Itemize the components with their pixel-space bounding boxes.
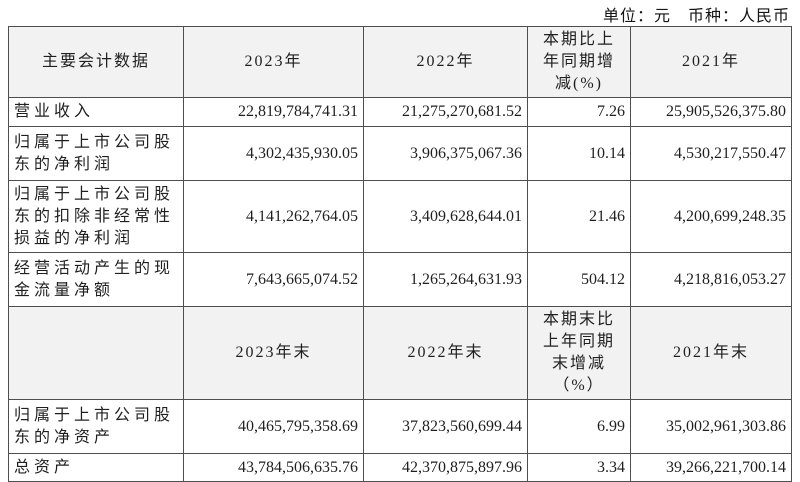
column-header-2023: 2023年	[183, 26, 364, 98]
table-header-row-period-end: 2023年末 2022年末 本期末比 上年同期 末增减 （%） 2021年末	[8, 306, 792, 400]
table-row-net-profit-excl-nonrecurring: 归属于上市公司股东的扣除非经常性损益的净利润 4,141,262,764.05 …	[8, 180, 792, 253]
row-label: 归属于上市公司股东的净资产	[8, 399, 184, 454]
table-row-net-assets: 归属于上市公司股东的净资产 40,465,795,358.69 37,823,5…	[8, 399, 792, 454]
value-2021: 35,002,961,303.86	[630, 399, 792, 454]
column-header-2022-end: 2022年末	[363, 306, 528, 400]
row-label: 总资产	[8, 453, 184, 482]
column-header-blank	[8, 306, 184, 400]
value-2022: 37,823,560,699.44	[363, 399, 528, 454]
value-yoy: 21.46	[527, 180, 631, 253]
column-header-2022: 2022年	[363, 26, 528, 98]
value-2022: 42,370,875,897.96	[363, 453, 528, 482]
value-2023: 4,302,435,930.05	[183, 126, 364, 181]
table-row-operating-cash-flow: 经营活动产生的现金流量净额 7,643,665,074.52 1,265,264…	[8, 252, 792, 307]
row-label: 经营活动产生的现金流量净额	[8, 252, 184, 307]
value-2021: 39,266,221,700.14	[630, 453, 792, 482]
column-header-2021-end: 2021年末	[630, 306, 792, 400]
value-2022: 21,275,270,681.52	[363, 97, 528, 127]
value-2023: 7,643,665,074.52	[183, 252, 364, 307]
table-row-net-profit: 归属于上市公司股东的净利润 4,302,435,930.05 3,906,375…	[8, 126, 792, 181]
value-2021: 25,905,526,375.80	[630, 97, 792, 127]
value-yoy: 7.26	[527, 97, 631, 127]
column-header-2021: 2021年	[630, 26, 792, 98]
table-row-total-assets: 总资产 43,784,506,635.76 42,370,875,897.96 …	[8, 453, 792, 482]
value-2021: 4,530,217,550.47	[630, 126, 792, 181]
value-yoy: 6.99	[527, 399, 631, 454]
table-header-row-annual: 主要会计数据 2023年 2022年 本期比上 年同期增 减(%) 2021年	[8, 26, 792, 98]
column-header-2023-end: 2023年末	[183, 306, 364, 400]
value-2023: 43,784,506,635.76	[183, 453, 364, 482]
key-accounting-data-table: 主要会计数据 2023年 2022年 本期比上 年同期增 减(%) 2021年 …	[8, 26, 792, 482]
table-row-revenue: 营业收入 22,819,784,741.31 21,275,270,681.52…	[8, 97, 792, 127]
value-yoy: 504.12	[527, 252, 631, 307]
value-2021: 4,218,816,053.27	[630, 252, 792, 307]
value-2021: 4,200,699,248.35	[630, 180, 792, 253]
value-2023: 22,819,784,741.31	[183, 97, 364, 127]
value-yoy: 10.14	[527, 126, 631, 181]
value-2022: 1,265,264,631.93	[363, 252, 528, 307]
row-label: 营业收入	[8, 97, 184, 127]
value-2023: 4,141,262,764.05	[183, 180, 364, 253]
value-yoy: 3.34	[527, 453, 631, 482]
column-header-metric: 主要会计数据	[8, 26, 184, 98]
column-header-period-end-change: 本期末比 上年同期 末增减 （%）	[527, 306, 631, 400]
row-label: 归属于上市公司股东的净利润	[8, 126, 184, 181]
unit-currency-note: 单位：元 币种：人民币	[602, 8, 790, 25]
value-2023: 40,465,795,358.69	[183, 399, 364, 454]
row-label: 归属于上市公司股东的扣除非经常性损益的净利润	[8, 180, 184, 253]
value-2022: 3,906,375,067.36	[363, 126, 528, 181]
column-header-yoy-change: 本期比上 年同期增 减(%)	[527, 26, 631, 98]
value-2022: 3,409,628,644.01	[363, 180, 528, 253]
